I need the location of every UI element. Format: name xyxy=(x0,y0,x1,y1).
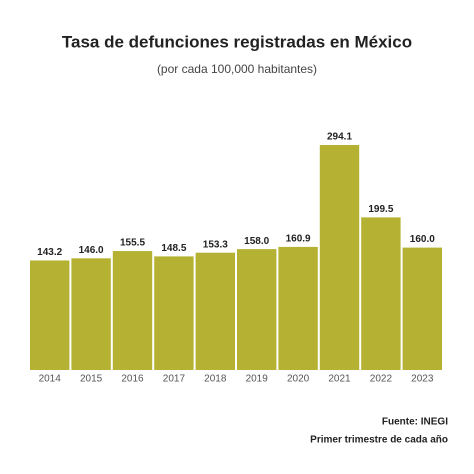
value-label: 160.0 xyxy=(410,234,435,245)
chart-subtitle: (por cada 100,000 habitantes) xyxy=(157,62,317,76)
bar xyxy=(402,247,442,370)
bar xyxy=(30,260,70,370)
x-tick-label: 2016 xyxy=(121,374,144,385)
bar xyxy=(71,258,111,370)
value-label: 143.2 xyxy=(37,247,62,258)
x-tick-label: 2023 xyxy=(411,374,434,385)
value-label: 146.0 xyxy=(79,245,104,256)
value-label: 158.0 xyxy=(244,236,269,247)
bar xyxy=(112,251,153,370)
chart-title: Tasa de defunciones registradas en Méxic… xyxy=(62,32,412,51)
bar xyxy=(154,256,194,370)
bar xyxy=(361,217,401,370)
value-label: 155.5 xyxy=(120,238,145,249)
x-tick-label: 2014 xyxy=(39,374,62,385)
bar xyxy=(237,249,277,370)
footnote: Primer trimestre de cada año xyxy=(310,435,448,446)
x-tick-label: 2021 xyxy=(328,374,351,385)
value-label: 160.9 xyxy=(286,234,311,245)
value-label: 294.1 xyxy=(327,132,352,143)
x-tick-label: 2022 xyxy=(370,374,393,385)
bar xyxy=(319,145,360,370)
value-label: 199.5 xyxy=(368,204,393,215)
x-tick-label: 2019 xyxy=(246,374,269,385)
x-tick-label: 2015 xyxy=(80,374,103,385)
x-tick-label: 2018 xyxy=(204,374,227,385)
x-tick-label: 2020 xyxy=(287,374,310,385)
source-note: Fuente: INEGI xyxy=(382,417,448,428)
value-label: 148.5 xyxy=(161,243,186,254)
bar xyxy=(278,246,318,370)
value-label: 153.3 xyxy=(203,239,228,250)
x-tick-label: 2017 xyxy=(163,374,186,385)
bar xyxy=(195,252,235,370)
